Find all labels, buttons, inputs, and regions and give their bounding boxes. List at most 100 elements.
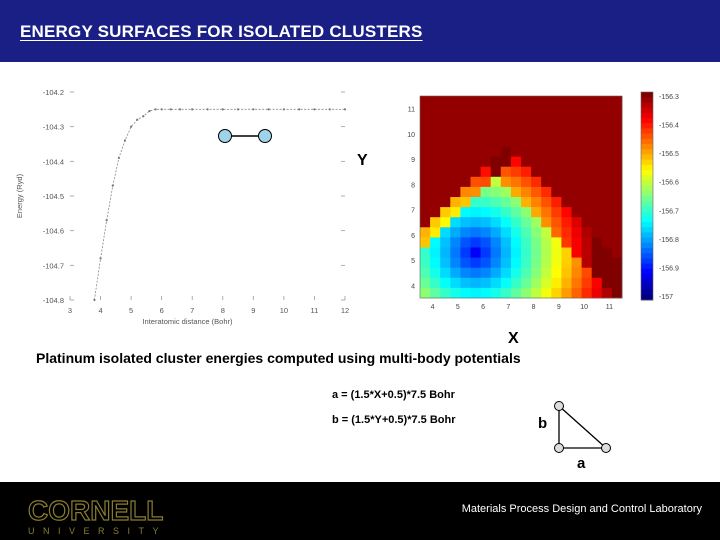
- heatmap-x-tick-label: 5: [456, 304, 460, 311]
- heatmap-cell: [500, 267, 512, 279]
- y-tick-label: -104.6: [43, 227, 64, 236]
- colorbar-segment: [641, 92, 653, 98]
- heatmap-cell: [581, 116, 593, 127]
- heatmap-cell: [480, 126, 492, 137]
- colorbar-segment: [641, 159, 653, 166]
- heatmap-cell: [450, 277, 461, 289]
- heatmap-cell: [420, 227, 431, 238]
- heatmap-cell: [521, 176, 532, 188]
- colorbar-segment: [641, 294, 653, 301]
- heatmap-cell: [440, 156, 451, 168]
- heatmap-cell: [531, 166, 542, 178]
- colorbar-segment: [641, 112, 653, 119]
- heatmap-cell: [551, 257, 562, 269]
- heatmap-cell: [601, 166, 613, 178]
- heatmap-cell: [450, 186, 461, 198]
- heatmap-cell: [581, 186, 593, 198]
- page-title: ENERGY SURFACES FOR ISOLATED CLUSTERS: [20, 22, 423, 41]
- heatmap-cell: [490, 247, 502, 258]
- heatmap-cell: [581, 267, 593, 279]
- heatmap-cell: [440, 207, 451, 218]
- heatmap-cell: [591, 217, 603, 228]
- heatmap-cell: [490, 227, 502, 238]
- heatmap-cell: [480, 96, 492, 107]
- heatmap-cell: [541, 106, 552, 117]
- energy-data-point: [111, 184, 114, 187]
- colorbar-segment: [641, 154, 653, 160]
- heatmap-cell: [541, 166, 552, 178]
- heatmap-cell: [521, 257, 532, 269]
- colorbar-segment: [641, 232, 653, 238]
- heatmap-cell: [470, 277, 481, 289]
- heatmap-cell: [611, 106, 623, 117]
- heatmap-cell: [470, 166, 481, 178]
- heatmap-cell: [450, 287, 461, 299]
- heatmap-cell: [521, 106, 532, 117]
- heatmap-cell: [420, 267, 431, 279]
- heatmap-cell: [571, 136, 582, 147]
- colorbar-segment: [641, 201, 653, 207]
- colorbar-segment: [641, 274, 653, 280]
- heatmap-cell: [420, 136, 431, 147]
- energy-data-point: [99, 257, 102, 260]
- heatmap-cell: [460, 146, 471, 157]
- heatmap-cell: [480, 156, 492, 168]
- heatmap-cell: [510, 166, 522, 178]
- heatmap-cell: [571, 237, 582, 248]
- heatmap-cell: [430, 207, 441, 218]
- heatmap-cell: [581, 126, 593, 137]
- heatmap-cell: [591, 277, 603, 289]
- energy-data-point: [160, 108, 163, 111]
- heatmap-cell: [561, 146, 572, 157]
- y-tick-label: -104.5: [43, 192, 64, 201]
- heatmap-cell: [450, 116, 461, 127]
- heatmap-cell: [500, 277, 512, 289]
- heatmap-y-tick-label: 9: [411, 157, 415, 164]
- x-tick-label: 12: [341, 306, 349, 315]
- heatmap-cell: [541, 96, 552, 107]
- colorbar-segment: [641, 190, 653, 197]
- energy-data-point: [130, 125, 133, 128]
- colorbar-segment: [641, 258, 653, 264]
- heatmap-cell: [551, 126, 562, 137]
- heatmap-cell: [571, 176, 582, 188]
- heatmap-cell: [480, 287, 492, 299]
- heatmap-cell: [551, 116, 562, 127]
- energy-data-point: [117, 156, 120, 159]
- heatmap-cell: [420, 116, 431, 127]
- heatmap-y-tick-label: 4: [411, 283, 415, 290]
- heatmap-cell: [500, 186, 512, 198]
- heatmap-cell: [430, 257, 441, 269]
- heatmap-cell: [541, 197, 552, 208]
- heatmap-cell: [611, 197, 623, 208]
- heatmap-cell: [591, 267, 603, 279]
- heatmap-cell: [541, 237, 552, 248]
- heatmap-cell: [510, 146, 522, 157]
- heatmap-cell: [420, 126, 431, 137]
- heatmap-cell: [460, 227, 471, 238]
- heatmap-cell: [460, 166, 471, 178]
- heatmap-cell: [551, 237, 562, 248]
- heatmap-cell: [601, 197, 613, 208]
- heatmap-cell: [581, 197, 593, 208]
- colorbar-tick-label: -156.5: [659, 151, 679, 158]
- heatmap-cell: [510, 106, 522, 117]
- heatmap-cell: [611, 176, 623, 188]
- heatmap-cell: [561, 197, 572, 208]
- heatmap-cell: [551, 136, 562, 147]
- heatmap-cell: [460, 237, 471, 248]
- heatmap-cell: [551, 176, 562, 188]
- colorbar-frame: [640, 91, 654, 301]
- heatmap-cell: [510, 207, 522, 218]
- heatmap-cell: [470, 96, 481, 107]
- heatmap-cell: [490, 277, 502, 289]
- triangle-node-bottom-left: [554, 443, 564, 453]
- svg-text:UNIVERSITY: UNIVERSITY: [28, 526, 167, 536]
- heatmap-cell: [571, 186, 582, 198]
- figure-caption: Platinum isolated cluster energies compu…: [36, 350, 521, 366]
- heatmap-cell: [490, 176, 502, 188]
- heatmap-cell: [611, 207, 623, 218]
- heatmap-cell: [490, 186, 502, 198]
- energy-data-point: [123, 139, 127, 142]
- heatmap-cell: [450, 136, 461, 147]
